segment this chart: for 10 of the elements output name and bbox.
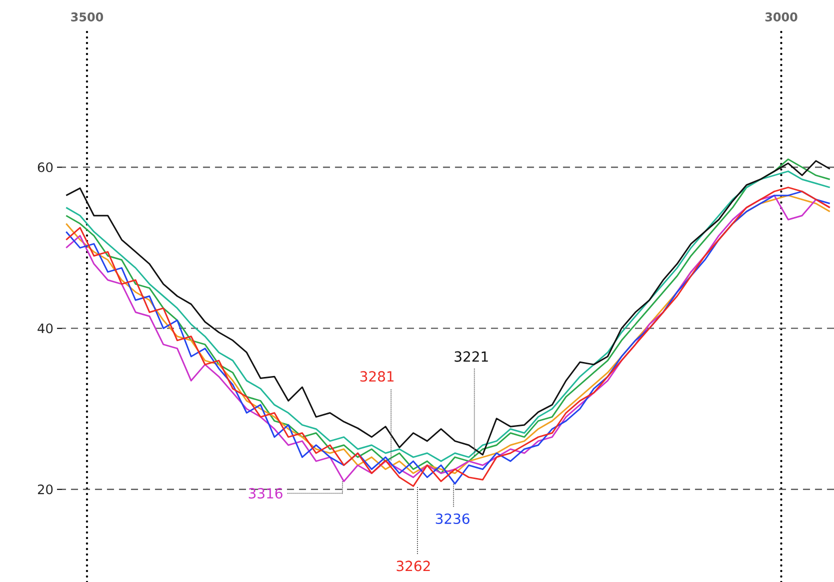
annotation: 3221 — [454, 351, 488, 362]
annotation: 3281 — [360, 371, 394, 382]
annotation: 3262 — [396, 560, 430, 572]
y-tick-label: 60 — [38, 162, 53, 172]
x-tick-label: 3000 — [765, 12, 798, 22]
x-tick-label: 3500 — [71, 12, 104, 22]
annotation: 3236 — [436, 513, 470, 524]
annotation: 3316 — [248, 488, 282, 499]
y-tick-label: 20 — [38, 484, 53, 494]
y-tick-label: 40 — [38, 323, 53, 334]
